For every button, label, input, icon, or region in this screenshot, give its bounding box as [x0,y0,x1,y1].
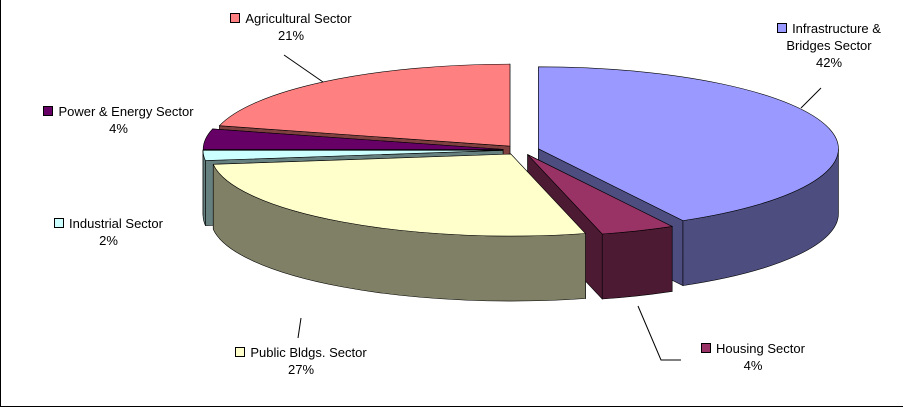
leader-line [800,87,822,109]
legend-marker [777,23,788,33]
slice-side [601,226,673,300]
category-name: Industrial Sector [69,216,163,231]
category-name: Infrastructure & Bridges Sector [786,21,881,53]
leader-line [637,305,681,361]
value-label: 42% [815,55,843,70]
legend-marker [230,13,241,23]
category-name: Public Bldgs. Sector [250,345,367,360]
legend-marker [701,343,712,353]
slice [527,154,674,235]
category-name: Housing Sector [716,341,805,356]
slice-side [202,150,206,226]
leader-lines [283,54,822,361]
leader-line [283,54,324,83]
slice-label: Infrastructure & Bridges Sector 42% [769,20,889,71]
value-label: 2% [99,233,118,248]
leader-line [297,317,302,339]
value-label: 27% [287,362,315,377]
slice-label: Public Bldgs. Sector 27% [206,344,396,378]
slice [212,153,587,237]
slice [218,63,511,147]
category-name: Power & Energy Sector [58,104,194,119]
slice-label: Industrial Sector 2% [21,215,196,249]
value-label: 4% [109,121,128,136]
slice-label: Power & Energy Sector 4% [6,103,231,137]
category-name: Agricultural Sector [245,11,352,26]
slice [538,66,839,221]
slice-label: Agricultural Sector 21% [196,10,386,44]
legend-marker [235,347,246,357]
value-label: 21% [277,28,305,43]
slice-label: Housing Sector 4% [673,340,833,374]
legend-marker [43,106,54,116]
slice [202,128,504,150]
slice [202,150,504,161]
legend-marker [54,218,65,228]
value-label: 4% [743,358,763,373]
